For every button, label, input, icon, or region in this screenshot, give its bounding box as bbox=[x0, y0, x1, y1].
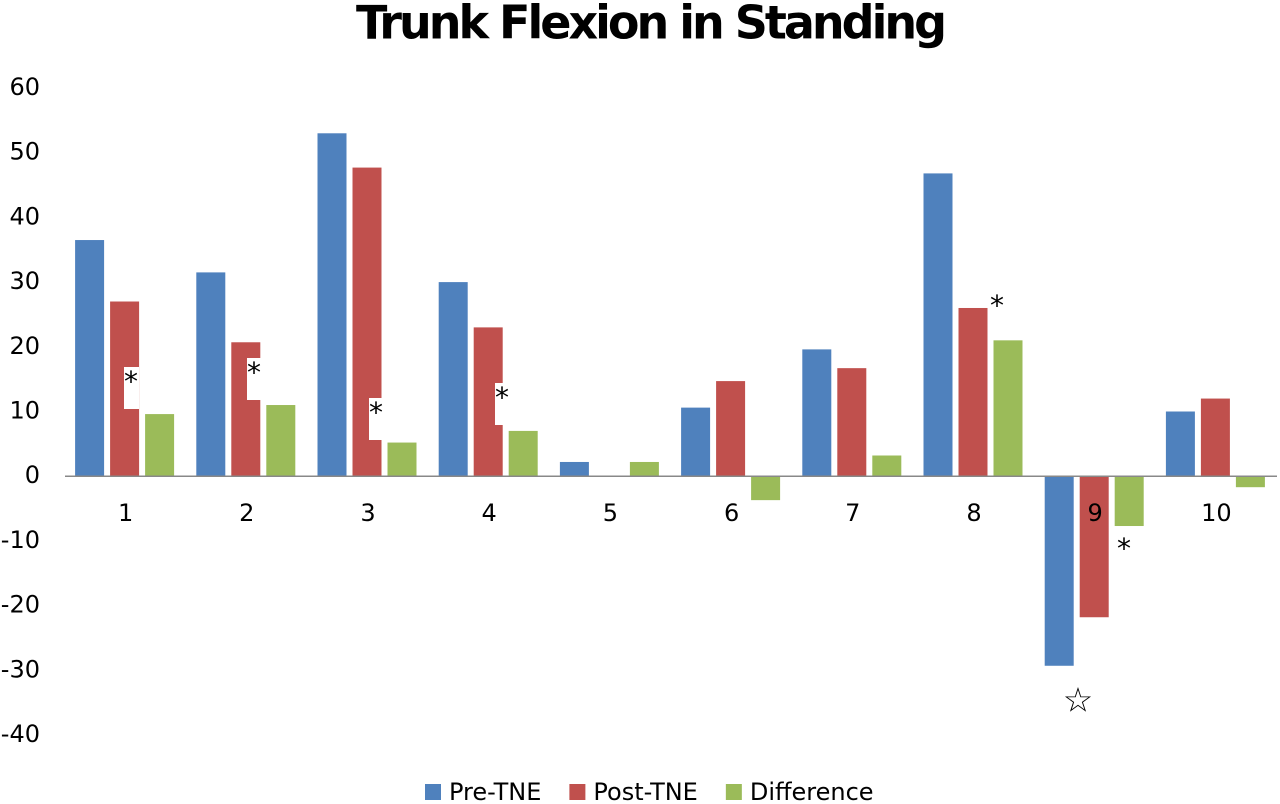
y-tick-label: 60 bbox=[9, 73, 40, 101]
bar bbox=[145, 414, 175, 477]
y-tick-label: -40 bbox=[1, 720, 40, 748]
bar bbox=[629, 461, 659, 477]
bar bbox=[196, 272, 226, 477]
annotation: * bbox=[369, 396, 383, 429]
legend-swatch bbox=[425, 784, 441, 800]
annotation: * bbox=[495, 381, 509, 414]
bar bbox=[802, 349, 832, 477]
y-tick-label: 10 bbox=[9, 397, 40, 425]
y-tick-label: 0 bbox=[25, 461, 40, 489]
y-tick-label: -10 bbox=[1, 526, 40, 554]
bar bbox=[716, 381, 746, 477]
bar bbox=[317, 133, 347, 477]
legend-label: Post-TNE bbox=[593, 778, 697, 804]
bar bbox=[1165, 411, 1195, 477]
bar bbox=[872, 455, 902, 477]
x-tick-label: 9 bbox=[1088, 499, 1103, 527]
bar bbox=[923, 173, 953, 477]
x-tick-label: 4 bbox=[482, 499, 497, 527]
annotation: * bbox=[124, 365, 138, 398]
chart-title: Trunk Flexion in Standing bbox=[356, 0, 944, 50]
bar bbox=[75, 240, 105, 477]
bar bbox=[438, 282, 468, 477]
y-tick-label: 50 bbox=[9, 138, 40, 166]
legend-label: Pre-TNE bbox=[449, 778, 541, 804]
bar bbox=[958, 307, 988, 477]
bar bbox=[1044, 476, 1074, 666]
annotation: ☆ bbox=[1063, 681, 1093, 721]
legend-swatch bbox=[569, 784, 586, 800]
y-tick-label: 30 bbox=[9, 267, 40, 295]
y-tick-label: -20 bbox=[1, 591, 40, 619]
y-tick-label: -30 bbox=[1, 655, 40, 683]
bar bbox=[387, 442, 417, 477]
x-tick-label: 7 bbox=[845, 499, 860, 527]
bar bbox=[1079, 476, 1109, 618]
bar bbox=[559, 461, 589, 477]
y-tick-label: 20 bbox=[9, 332, 40, 360]
legend-label: Difference bbox=[750, 778, 874, 804]
y-tick-label: 40 bbox=[9, 202, 40, 230]
x-tick-label: 8 bbox=[966, 499, 981, 527]
legend-swatch bbox=[725, 784, 742, 800]
annotation-background bbox=[247, 358, 262, 400]
x-tick-label: 1 bbox=[118, 499, 133, 527]
x-tick-label: 6 bbox=[724, 499, 739, 527]
annotation: * bbox=[990, 289, 1004, 322]
bar bbox=[681, 407, 711, 477]
annotation-background bbox=[124, 367, 139, 409]
x-tick-label: 3 bbox=[360, 499, 375, 527]
annotation-background bbox=[369, 398, 384, 440]
bar bbox=[837, 368, 867, 477]
annotation-background bbox=[495, 383, 510, 425]
bar bbox=[508, 430, 538, 477]
bar bbox=[751, 476, 781, 501]
bar bbox=[1114, 476, 1144, 527]
x-tick-label: 5 bbox=[603, 499, 618, 527]
x-tick-label: 2 bbox=[239, 499, 254, 527]
annotation: * bbox=[247, 356, 261, 389]
bar bbox=[1200, 398, 1230, 477]
bar bbox=[1235, 476, 1265, 488]
annotation: * bbox=[1117, 532, 1131, 565]
x-tick-label: 10 bbox=[1201, 499, 1232, 527]
bar bbox=[993, 340, 1023, 477]
bar bbox=[266, 405, 296, 477]
